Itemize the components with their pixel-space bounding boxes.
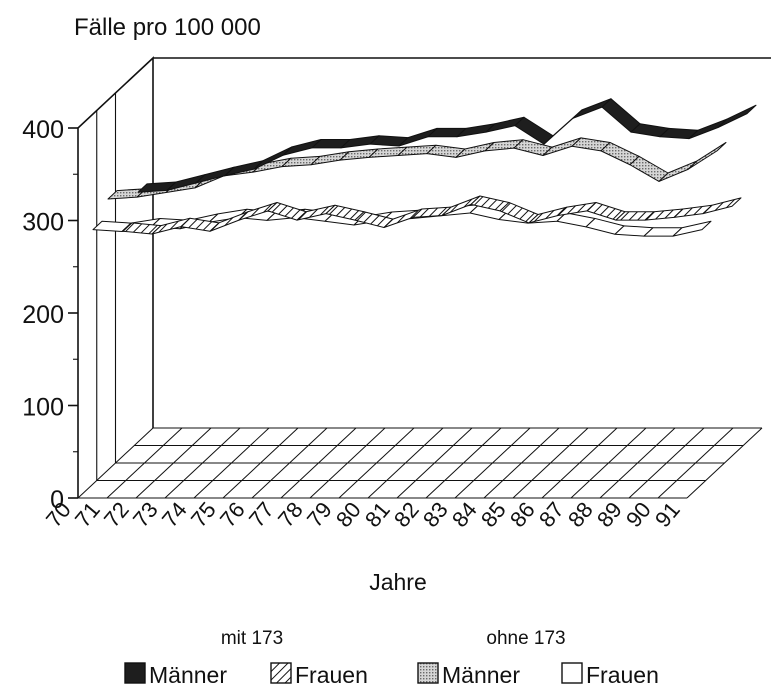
floor-grid-line	[512, 427, 589, 499]
floor-grid-line	[657, 427, 734, 499]
y-tick-label: 400	[22, 116, 64, 144]
series-segment	[687, 141, 727, 170]
y-tick-label: 300	[22, 209, 64, 237]
x-axis-label: Jahre	[369, 569, 427, 595]
series-frauen-1	[122, 195, 742, 235]
floor-grid-line	[280, 427, 357, 499]
series-segment	[672, 220, 712, 237]
legend-label: Männer	[442, 662, 520, 688]
floor-grid-line	[251, 427, 328, 499]
floor-grid-line	[338, 427, 415, 499]
series-männer-0	[137, 98, 757, 193]
y-tick-label: 200	[22, 301, 64, 329]
chart-floor	[77, 427, 763, 499]
chart-series	[92, 98, 757, 237]
floor-grid-line	[222, 427, 299, 499]
floor-grid-line	[309, 427, 386, 499]
floor-grid-line	[77, 427, 154, 499]
x-axis: 7071727374757677787980818283848586878889…	[41, 497, 685, 532]
floor-grid-line	[483, 427, 560, 499]
legend-label: Frauen	[586, 662, 659, 688]
floor-grid-line	[106, 427, 183, 499]
series-segment	[702, 197, 742, 215]
y-tick-label: 100	[22, 394, 64, 422]
legend-swatch	[270, 662, 292, 684]
x-tick-label: 91	[650, 497, 685, 532]
legend-item: Frauen	[561, 662, 659, 688]
floor-grid-line	[164, 427, 241, 499]
floor-grid-line	[686, 427, 763, 499]
floor-grid-line	[599, 427, 676, 499]
legend-group-label: mit 173	[221, 628, 283, 649]
series-segment	[601, 98, 641, 133]
chart-walls	[77, 56, 771, 498]
legend-group-label: ohne 173	[486, 628, 565, 649]
chart-title: Fälle pro 100 000	[74, 14, 261, 41]
floor-grid-line	[367, 427, 444, 499]
legend: mit 173 ohne 173 Männer Frauen Männer Frauen	[124, 628, 659, 688]
floor-grid-line	[396, 427, 473, 499]
floor-grid-line	[541, 427, 618, 499]
legend-item: Männer	[417, 662, 520, 688]
y-axis: 0 100 200 300 400	[22, 116, 78, 514]
legend-label: Männer	[149, 662, 227, 688]
y-tick-label: 0	[50, 486, 64, 514]
floor-grid-line	[425, 427, 502, 499]
floor-grid-line	[135, 427, 212, 499]
legend-swatch	[417, 662, 439, 684]
series-segment	[717, 104, 757, 128]
floor-grid-line	[628, 427, 705, 499]
legend-swatch	[124, 662, 146, 684]
floor-grid-line	[193, 427, 270, 499]
legend-label: Frauen	[295, 662, 368, 688]
floor-grid-line	[570, 427, 647, 499]
floor-grid-line	[454, 427, 531, 499]
series-männer-2	[107, 137, 727, 200]
legend-item: Frauen	[270, 662, 368, 688]
legend-swatch	[561, 662, 583, 684]
legend-item: Männer	[124, 662, 227, 688]
series-segment	[688, 118, 728, 140]
